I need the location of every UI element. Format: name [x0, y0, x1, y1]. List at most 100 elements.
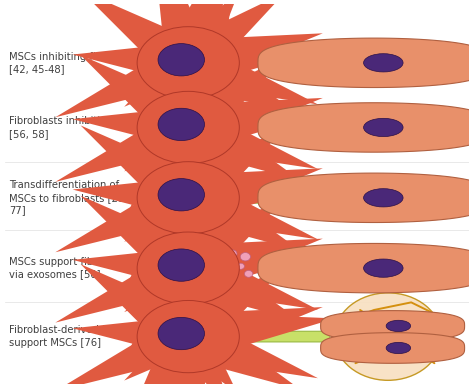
Polygon shape: [163, 197, 214, 304]
Polygon shape: [170, 261, 229, 341]
Polygon shape: [169, 55, 239, 137]
Text: MSCs inhibiting fibroblasts
[42, 45-48]: MSCs inhibiting fibroblasts [42, 45-48]: [9, 52, 142, 74]
Polygon shape: [81, 55, 206, 145]
Text: Transdifferentiation of
MSCs to fibroblasts [28,
77]: Transdifferentiation of MSCs to fibrobla…: [9, 180, 128, 215]
Ellipse shape: [137, 300, 239, 373]
Polygon shape: [171, 197, 285, 284]
Ellipse shape: [158, 178, 204, 211]
Polygon shape: [157, 48, 210, 133]
Ellipse shape: [158, 249, 204, 281]
Polygon shape: [81, 196, 206, 286]
Polygon shape: [81, 0, 206, 80]
Polygon shape: [162, 23, 215, 131]
Circle shape: [224, 270, 236, 280]
Polygon shape: [129, 118, 208, 210]
FancyArrow shape: [226, 191, 330, 205]
Polygon shape: [175, 179, 301, 251]
Polygon shape: [170, 120, 229, 200]
Polygon shape: [184, 180, 293, 216]
Polygon shape: [161, 208, 231, 343]
Polygon shape: [163, 126, 214, 234]
Polygon shape: [169, 0, 239, 72]
Circle shape: [215, 254, 226, 263]
Polygon shape: [55, 318, 200, 388]
Polygon shape: [175, 44, 301, 116]
Polygon shape: [73, 42, 191, 84]
Polygon shape: [171, 127, 285, 213]
Polygon shape: [129, 327, 208, 388]
Polygon shape: [124, 51, 200, 107]
Polygon shape: [184, 173, 335, 222]
Ellipse shape: [137, 27, 239, 99]
Polygon shape: [157, 118, 210, 204]
Polygon shape: [181, 33, 323, 86]
Polygon shape: [178, 107, 318, 169]
Polygon shape: [258, 103, 474, 152]
Polygon shape: [124, 325, 200, 381]
Polygon shape: [181, 239, 323, 291]
Polygon shape: [124, 116, 200, 171]
Polygon shape: [96, 111, 191, 144]
Polygon shape: [170, 329, 229, 388]
Polygon shape: [169, 196, 239, 277]
Polygon shape: [162, 163, 215, 272]
Polygon shape: [175, 317, 301, 388]
Polygon shape: [171, 57, 285, 143]
Polygon shape: [96, 251, 191, 285]
Polygon shape: [161, 69, 231, 204]
Polygon shape: [258, 173, 474, 222]
Polygon shape: [73, 107, 191, 148]
Circle shape: [228, 250, 237, 258]
Polygon shape: [181, 98, 323, 150]
Polygon shape: [124, 256, 200, 312]
Polygon shape: [157, 257, 210, 342]
Polygon shape: [161, 0, 231, 133]
Polygon shape: [55, 179, 200, 252]
Polygon shape: [320, 311, 465, 341]
Polygon shape: [124, 186, 200, 242]
Polygon shape: [157, 189, 210, 274]
Polygon shape: [184, 250, 293, 286]
Polygon shape: [184, 319, 293, 355]
Polygon shape: [175, 249, 301, 321]
Ellipse shape: [158, 108, 204, 140]
Polygon shape: [175, 108, 301, 181]
Circle shape: [213, 265, 222, 272]
Polygon shape: [157, 0, 210, 69]
Polygon shape: [320, 333, 465, 363]
Polygon shape: [55, 44, 200, 117]
Polygon shape: [178, 42, 318, 104]
Polygon shape: [170, 191, 229, 270]
Polygon shape: [184, 109, 293, 146]
Polygon shape: [112, 293, 200, 350]
Polygon shape: [171, 266, 285, 352]
Polygon shape: [171, 258, 237, 324]
Ellipse shape: [364, 118, 403, 137]
Polygon shape: [164, 333, 212, 388]
Polygon shape: [55, 109, 200, 182]
Polygon shape: [96, 46, 191, 80]
Polygon shape: [171, 0, 285, 78]
Polygon shape: [258, 243, 474, 293]
Polygon shape: [162, 0, 215, 67]
Circle shape: [245, 270, 253, 277]
Circle shape: [240, 253, 250, 261]
Polygon shape: [163, 62, 214, 169]
Polygon shape: [73, 316, 191, 357]
Polygon shape: [258, 38, 474, 88]
Polygon shape: [96, 320, 191, 353]
Polygon shape: [162, 232, 215, 340]
FancyArrow shape: [258, 261, 330, 275]
Polygon shape: [184, 244, 335, 293]
Polygon shape: [163, 336, 214, 388]
Ellipse shape: [364, 54, 403, 72]
Polygon shape: [178, 177, 318, 239]
Polygon shape: [169, 264, 239, 346]
Polygon shape: [55, 249, 200, 322]
Polygon shape: [162, 93, 215, 202]
Polygon shape: [178, 248, 318, 310]
Polygon shape: [112, 19, 200, 76]
Ellipse shape: [364, 259, 403, 277]
Polygon shape: [184, 38, 335, 87]
Polygon shape: [161, 140, 231, 274]
